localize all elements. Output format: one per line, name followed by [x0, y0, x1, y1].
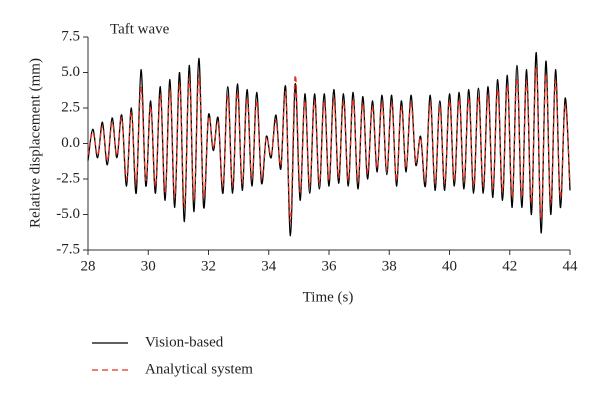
y-tick-label: 7.5 [61, 28, 80, 44]
y-tick-label: 0.0 [61, 135, 80, 151]
legend-label: Vision-based [145, 334, 224, 350]
y-tick-label: 5.0 [61, 64, 80, 80]
y-tick-label: -5.0 [56, 206, 80, 222]
x-tick-label: 42 [502, 258, 517, 274]
x-tick-label: 34 [261, 258, 277, 274]
chart-title: Taft wave [110, 21, 170, 37]
x-tick-label: 38 [382, 258, 397, 274]
x-tick-label: 44 [563, 258, 579, 274]
legend-label: Analytical system [145, 361, 253, 377]
y-tick-label: -7.5 [56, 241, 80, 257]
x-tick-label: 36 [322, 258, 338, 274]
y-tick-label: -2.5 [56, 170, 80, 186]
x-tick-label: 30 [141, 258, 156, 274]
series-line [87, 51, 571, 237]
y-axis-label: Relative displacement (mm) [27, 58, 43, 228]
x-tick-label: 28 [81, 258, 96, 274]
x-tick-label: 32 [201, 258, 216, 274]
x-axis-label: Time (s) [303, 289, 354, 305]
series-line [87, 66, 571, 223]
x-tick-label: 40 [442, 258, 457, 274]
y-tick-label: 2.5 [61, 99, 80, 115]
